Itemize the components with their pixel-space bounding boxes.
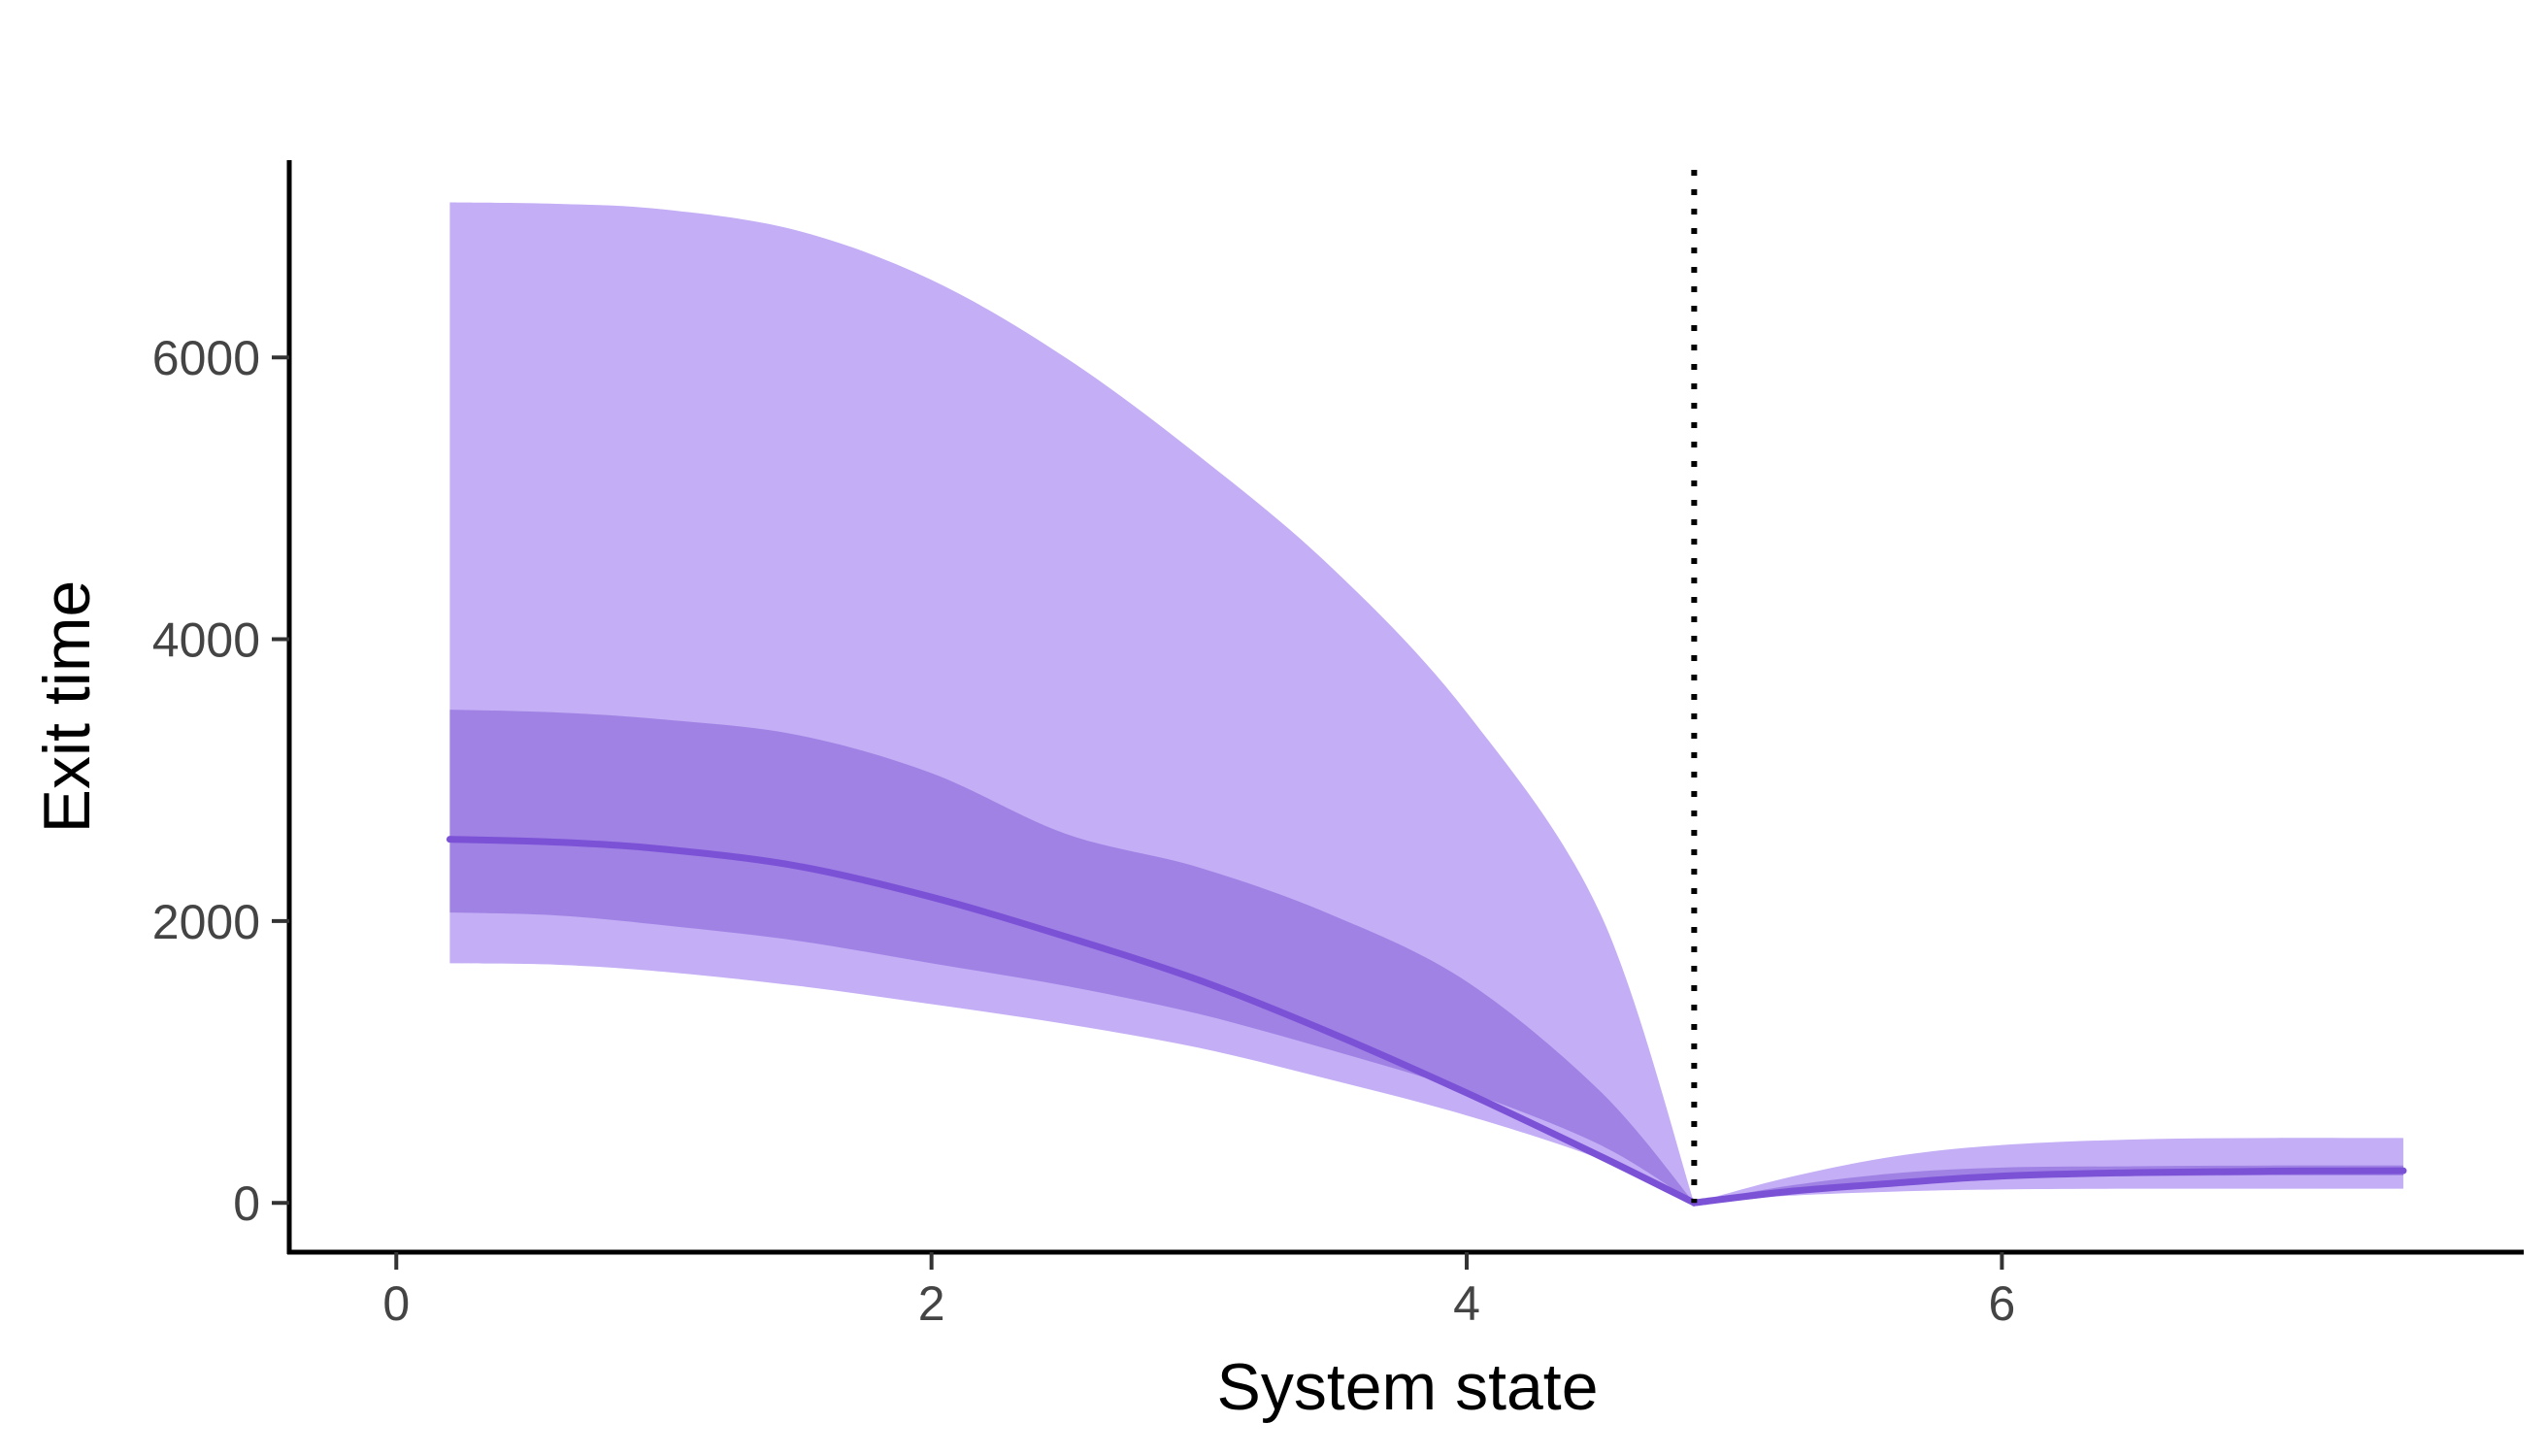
y-tick-label-6000: 6000 xyxy=(152,331,260,385)
x-tick-label-4: 4 xyxy=(1453,1276,1480,1331)
x-tick-label-2: 2 xyxy=(918,1276,945,1331)
y-axis-title: Exit time xyxy=(30,580,104,834)
x-axis-title: System state xyxy=(1216,1350,1598,1424)
axes-layer: 0 2 4 6 0 2000 4000 6000 xyxy=(152,160,2524,1331)
bands-layer xyxy=(449,202,2403,1204)
y-tick-label-4000: 4000 xyxy=(152,613,260,668)
y-tick-label-0: 0 xyxy=(233,1176,260,1231)
median-line-segment-1 xyxy=(446,836,1698,1207)
inner-band-segment-1 xyxy=(449,710,1695,1204)
x-tick-label-0: 0 xyxy=(382,1276,410,1331)
y-tick-label-2000: 2000 xyxy=(152,895,260,949)
median-line-segment-2 xyxy=(1690,1167,2407,1207)
x-tick-label-6: 6 xyxy=(1989,1276,2016,1331)
lines-layer xyxy=(446,170,2407,1207)
